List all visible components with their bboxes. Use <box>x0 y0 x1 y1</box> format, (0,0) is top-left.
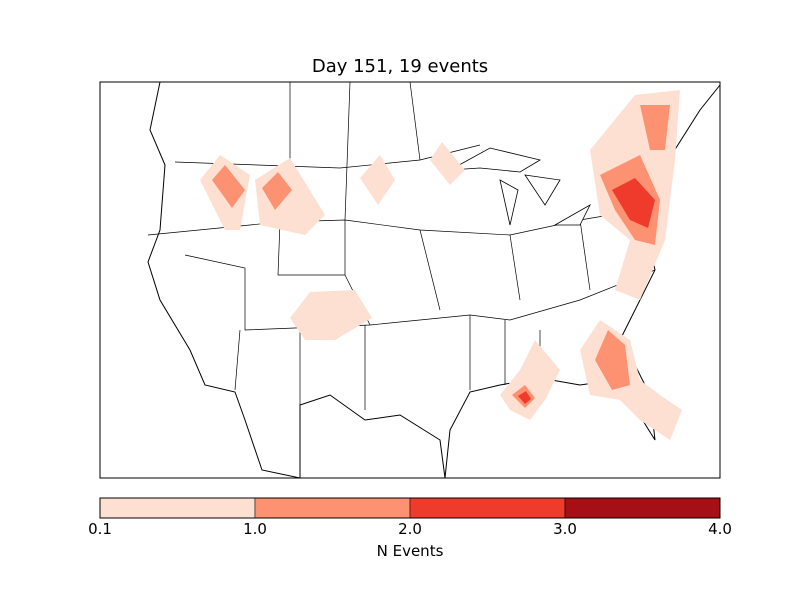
colorbar-tick-label: 4.0 <box>708 520 732 538</box>
map-title: Day 151, 19 events <box>311 56 489 77</box>
density-region <box>255 158 325 235</box>
colorbar-tick-label: 3.0 <box>553 520 577 538</box>
map-frame <box>99 81 721 479</box>
colorbar-tick-label: 0.1 <box>88 520 112 538</box>
density-region <box>212 165 245 208</box>
colorbar-bin <box>564 497 721 519</box>
density-region <box>612 178 655 228</box>
density-region <box>580 320 682 440</box>
density-region <box>360 155 395 205</box>
colorbar-frame <box>99 497 721 519</box>
density-region <box>262 172 292 210</box>
event-density <box>200 90 682 440</box>
density-region <box>518 391 531 404</box>
lakes <box>449 147 591 226</box>
colorbar-bin <box>99 497 256 519</box>
density-region <box>430 142 465 185</box>
density-region <box>290 290 372 340</box>
colorbar-bin <box>409 497 566 519</box>
colorbar-bin <box>254 497 411 519</box>
density-region <box>595 330 630 390</box>
density-region <box>640 105 670 150</box>
colorbar <box>99 497 721 519</box>
colorbar-tick-label: 2.0 <box>398 520 422 538</box>
density-region <box>500 340 560 420</box>
colorbar-label: N Events <box>376 542 444 560</box>
colorbar-tick-label: 1.0 <box>243 520 267 538</box>
